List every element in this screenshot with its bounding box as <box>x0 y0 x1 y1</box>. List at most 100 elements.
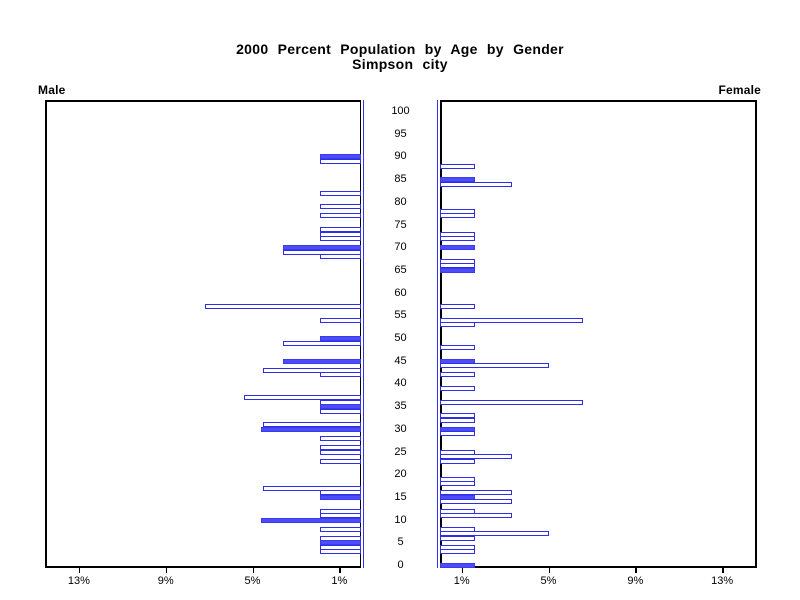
age-axis-label-25: 25 <box>394 445 407 458</box>
male-bar-age-77 <box>320 213 361 219</box>
male-bar-age-4 <box>320 544 361 550</box>
age-axis-label-15: 15 <box>394 490 407 503</box>
male-bar-age-89 <box>320 158 361 164</box>
female-bar-age-72 <box>440 236 475 242</box>
chart-title: 2000 Percent Population by Age by Gender <box>236 41 564 57</box>
female-bar-age-77 <box>440 213 475 219</box>
female-bar-age-6 <box>440 535 475 541</box>
age-axis-label-75: 75 <box>394 218 407 231</box>
male-axis-tick-9 <box>165 568 168 573</box>
female-bar-age-11 <box>440 513 512 519</box>
female-bar-age-14 <box>440 499 512 505</box>
age-axis-label-40: 40 <box>394 377 407 390</box>
age-axis-label-85: 85 <box>394 173 407 186</box>
female-bar-age-32 <box>440 417 475 423</box>
female-bar-age-4 <box>440 544 475 550</box>
age-axis-label-60: 60 <box>394 286 407 299</box>
male-bar-age-3 <box>320 549 361 555</box>
male-panel-label: Male <box>38 83 66 97</box>
female-panel-axis-line <box>440 100 442 568</box>
female-panel-label: Female <box>718 83 761 97</box>
age-axis-label-95: 95 <box>394 127 407 140</box>
male-bar-age-57 <box>205 304 361 310</box>
male-bar-age-49 <box>283 340 361 346</box>
female-bar-age-39 <box>440 385 475 391</box>
male-bar-age-79 <box>320 204 361 210</box>
female-bar-age-16 <box>440 490 512 496</box>
age-axis-label-5: 5 <box>397 536 404 549</box>
male-bar-age-37 <box>244 395 361 400</box>
age-axis-label-80: 80 <box>394 195 407 208</box>
female-bar-age-48 <box>440 345 475 351</box>
female-bar-age-24 <box>440 454 512 459</box>
female-bar-age-18 <box>440 481 475 487</box>
female-panel-right-border <box>755 100 757 568</box>
female-bar-age-53 <box>440 322 475 328</box>
male-axis-tick-label-9: 9% <box>157 575 174 587</box>
male-bar-age-68 <box>320 254 361 260</box>
female-bar-age-19 <box>440 476 475 482</box>
female-axis-tick-5 <box>548 568 550 573</box>
female-axis-tick-label-13: 13% <box>711 575 734 587</box>
age-axis-label-10: 10 <box>394 513 407 526</box>
female-bar-age-0 <box>440 563 475 568</box>
male-bar-age-12 <box>320 508 361 514</box>
age-axis-label-100: 100 <box>391 105 410 117</box>
female-bar-age-29 <box>440 431 475 437</box>
male-bar-age-10 <box>261 517 361 523</box>
male-axis-tick-5 <box>252 568 254 573</box>
age-axis-label-20: 20 <box>394 468 407 481</box>
male-bar-age-17 <box>263 485 361 491</box>
age-axis-label-30: 30 <box>394 422 407 435</box>
male-axis-tick-13 <box>78 568 81 573</box>
age-axis-label-55: 55 <box>394 309 407 322</box>
female-bar-age-12 <box>440 508 475 514</box>
male-bar-age-25 <box>320 449 361 455</box>
age-axis-label-35: 35 <box>394 400 407 413</box>
male-panel-bottom-border <box>45 566 361 568</box>
female-bar-age-44 <box>440 363 549 369</box>
female-bar-age-23 <box>440 458 475 464</box>
male-bar-age-45 <box>283 358 361 364</box>
female-axis-tick-13 <box>722 568 724 573</box>
female-bar-age-7 <box>440 531 549 537</box>
age-axis-label-65: 65 <box>394 263 407 276</box>
female-axis-tick-label-1: 1% <box>453 575 470 587</box>
center-column-left-blue-line <box>362 100 364 568</box>
female-axis-tick-label-5: 5% <box>540 575 557 587</box>
male-panel-top-border <box>45 100 361 102</box>
male-bar-age-43 <box>263 367 361 373</box>
female-bar-age-54 <box>440 317 583 323</box>
age-axis-label-70: 70 <box>394 241 407 254</box>
male-axis-tick-label-5: 5% <box>244 575 261 587</box>
age-axis-label-45: 45 <box>394 354 407 367</box>
male-bar-age-23 <box>320 458 361 464</box>
age-axis-label-50: 50 <box>394 332 407 344</box>
male-axis-tick-label-1: 1% <box>331 575 348 587</box>
male-bar-age-28 <box>320 435 361 441</box>
male-panel-axis-line <box>359 100 361 568</box>
age-axis-label-0: 0 <box>397 559 404 571</box>
male-bar-age-30 <box>261 426 361 432</box>
female-bar-age-57 <box>440 304 475 310</box>
female-bar-age-70 <box>440 245 475 251</box>
female-axis-tick-1 <box>461 568 464 573</box>
female-bar-age-67 <box>440 258 475 264</box>
female-panel-bottom-border <box>440 566 757 568</box>
male-bar-age-15 <box>320 494 361 500</box>
male-panel-left-border <box>45 100 47 568</box>
female-bar-age-65 <box>440 267 475 273</box>
female-bar-age-3 <box>440 549 475 555</box>
male-bar-age-82 <box>320 190 361 196</box>
female-bar-age-84 <box>440 181 512 187</box>
male-bar-age-34 <box>320 408 361 414</box>
female-panel-top-border <box>440 100 757 102</box>
female-axis-tick-9 <box>635 568 637 573</box>
male-bar-age-69 <box>283 249 361 255</box>
male-bar-age-54 <box>320 317 361 323</box>
female-bar-age-88 <box>440 163 475 169</box>
age-axis-label-90: 90 <box>394 150 407 163</box>
male-axis-tick-label-13: 13% <box>67 575 90 587</box>
female-axis-tick-label-9: 9% <box>627 575 644 587</box>
